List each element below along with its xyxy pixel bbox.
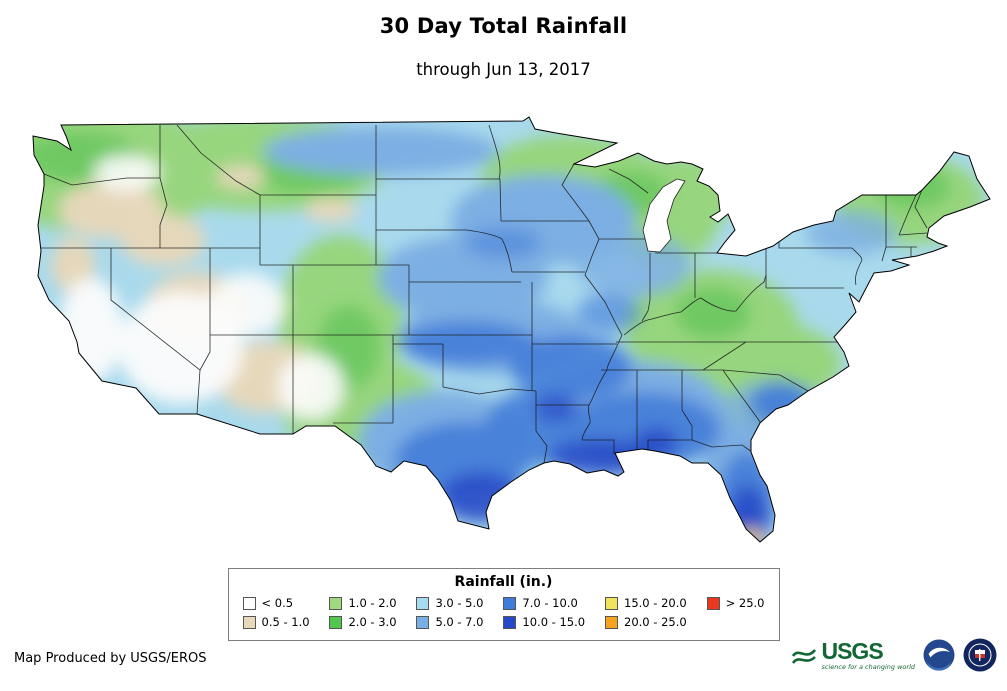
legend-swatch — [416, 596, 430, 610]
legend-item: 2.0 - 3.0 — [329, 613, 397, 631]
legend-swatch — [242, 615, 256, 629]
legend-item: 7.0 - 10.0 — [503, 594, 585, 612]
legend-swatch — [416, 615, 430, 629]
legend-swatch — [242, 596, 256, 610]
legend-item: 0.5 - 1.0 — [242, 613, 310, 631]
legend-label: 10.0 - 15.0 — [522, 615, 586, 629]
legend-item: 3.0 - 5.0 — [416, 594, 483, 612]
credit-text: Map Produced by USGS/EROS — [14, 651, 207, 666]
nws-logo-icon — [963, 638, 997, 672]
usgs-wordmark: USGS — [821, 637, 883, 664]
legend-label: 5.0 - 7.0 — [435, 615, 484, 629]
legend-swatch — [503, 615, 517, 629]
legend-item: > 25.0 — [706, 594, 765, 612]
page-subtitle: through Jun 13, 2017 — [416, 60, 591, 79]
legend-swatch — [503, 596, 517, 610]
usgs-tagline: science for a changing world — [821, 662, 915, 671]
legend-label: 15.0 - 20.0 — [624, 596, 687, 610]
legend-label: 1.0 - 2.0 — [348, 596, 397, 610]
legend-label: 0.5 - 1.0 — [261, 615, 310, 629]
legend-label: 3.0 - 5.0 — [435, 596, 484, 610]
page-title: 30 Day Total Rainfall — [379, 14, 628, 38]
legend-swatch — [605, 596, 618, 610]
legend-item: 20.0 - 25.0 — [605, 613, 687, 631]
legend-item: < 0.5 — [242, 594, 310, 612]
us-outline — [32, 116, 991, 543]
legend: Rainfall (in.) < 0.5 0.5 - 1.0 1.0 - 2.0 2.… — [227, 568, 780, 641]
logo-row: USGS science for a changing world — [791, 638, 997, 672]
noaa-logo-icon — [923, 639, 955, 671]
state-borders — [41, 124, 928, 464]
usgs-logo: USGS science for a changing world — [791, 637, 915, 671]
rainfall-map-svg — [32, 116, 991, 543]
legend-label: 7.0 - 10.0 — [522, 596, 578, 610]
legend-label: 20.0 - 25.0 — [624, 615, 687, 629]
legend-swatch — [706, 596, 720, 610]
usgs-wave-icon — [792, 649, 817, 664]
legend-title: Rainfall (in.) — [454, 574, 553, 590]
lake-michigan — [642, 178, 686, 253]
legend-label: < 0.5 — [261, 596, 294, 610]
legend-label: > 25.0 — [725, 596, 765, 610]
legend-swatch — [329, 615, 343, 629]
legend-item: 1.0 - 2.0 — [329, 594, 397, 612]
legend-swatch — [605, 615, 618, 629]
legend-item: 5.0 - 7.0 — [416, 613, 483, 631]
rainfall-map — [11, 115, 996, 560]
legend-swatch — [329, 596, 343, 610]
legend-items: < 0.5 0.5 - 1.0 1.0 - 2.0 2.0 - 3.0 3.0 - 5.… — [242, 594, 765, 631]
legend-item: 15.0 - 20.0 — [605, 594, 687, 612]
legend-label: 2.0 - 3.0 — [348, 615, 397, 629]
legend-item: 10.0 - 15.0 — [503, 613, 585, 631]
